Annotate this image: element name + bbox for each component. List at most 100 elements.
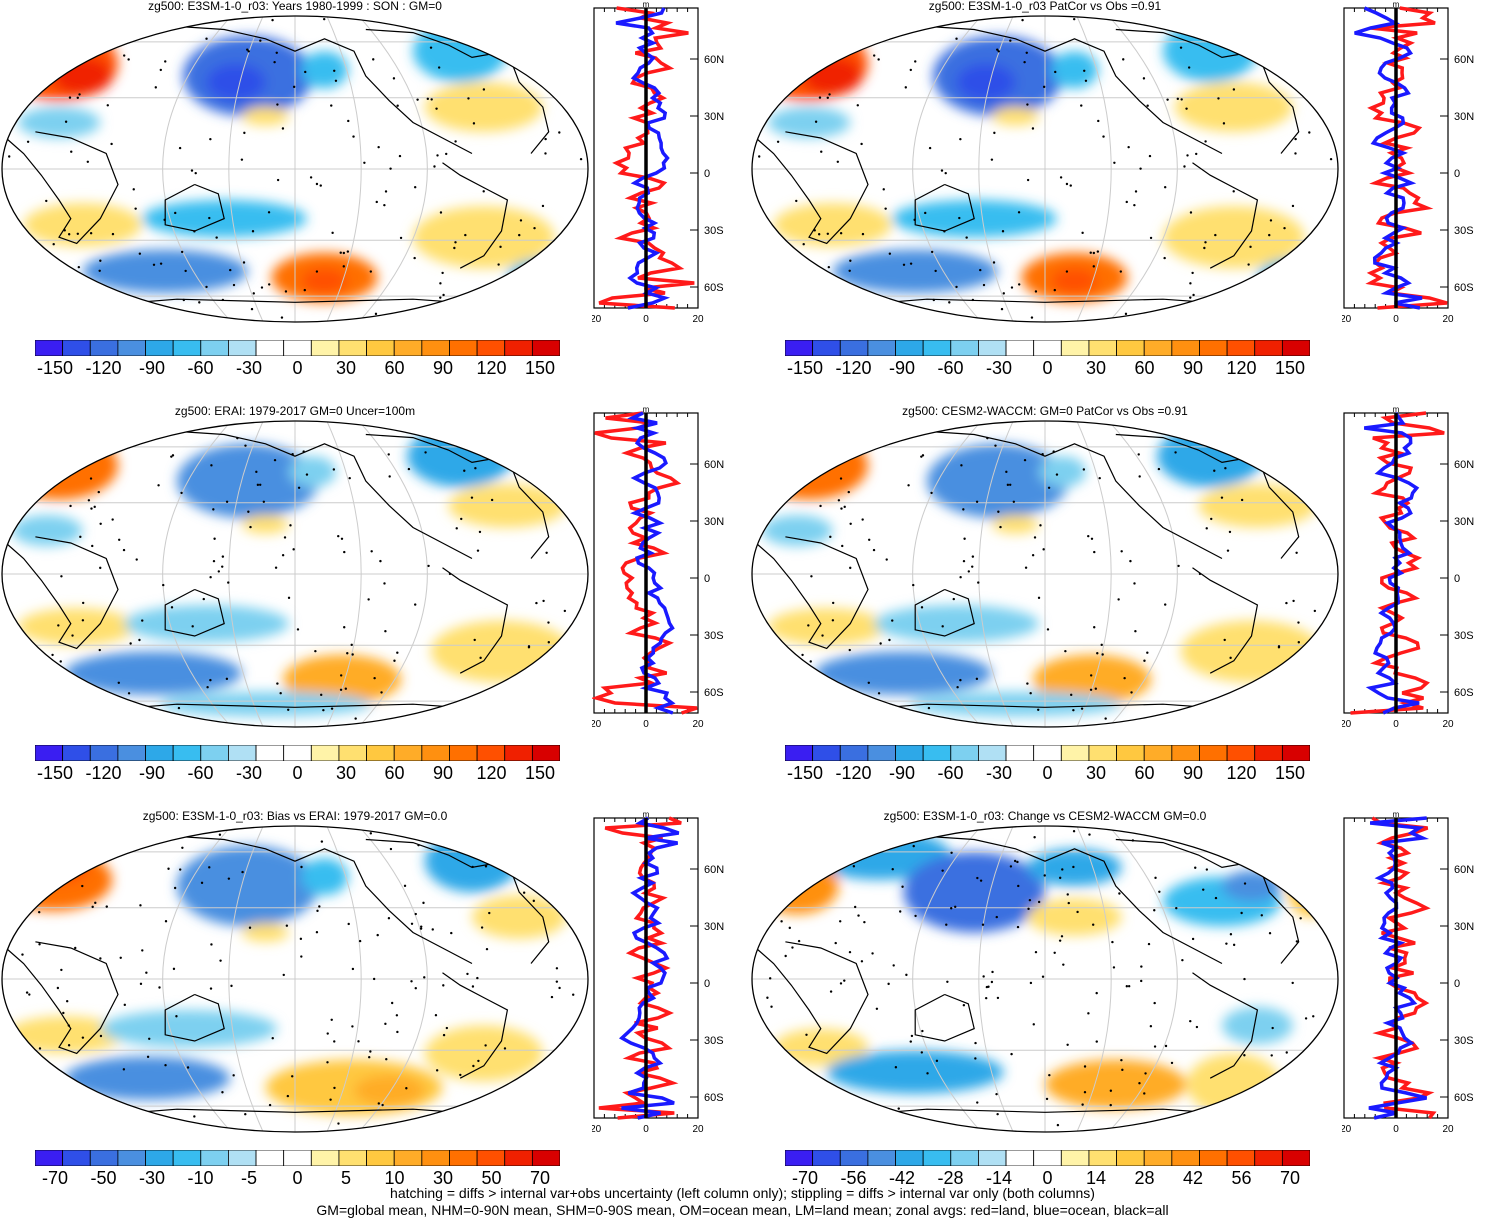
panel-title: zg500: E3SM-1-0_r03: Bias vs ERAI: 1979-… (142, 809, 448, 823)
anomaly-region (752, 431, 868, 500)
anomaly-region (5, 1016, 124, 1054)
colorbar (785, 340, 1310, 356)
panel-title: zg500: E3SM-1-0_r03 PatCor vs Obs =0.91 (928, 0, 1162, 13)
colorbar-swatch (1116, 340, 1145, 356)
colorbar-swatch (89, 1150, 119, 1166)
colorbar-swatch (62, 1150, 91, 1166)
colorbar-tick-label: -50 (90, 1168, 117, 1188)
colorbar-swatch (504, 745, 533, 761)
colorbar-swatch (1143, 1150, 1173, 1166)
colorbar-tick-label: -120 (85, 358, 122, 378)
zonal-lat-tick: 60N (704, 54, 724, 66)
anomaly-region (413, 206, 555, 269)
zonal-lat-tick: 30N (1454, 921, 1474, 933)
colorbar-labels: -150 -120 -90 -60 -30 0 30 60 90 120 150 (35, 358, 560, 380)
anomaly-region (991, 107, 1040, 126)
colorbar-swatch (839, 340, 869, 356)
anomaly-region (1050, 268, 1099, 293)
anomaly-region (177, 845, 319, 927)
colorbar-tick-label: 120 (476, 358, 507, 378)
colorbar-tick-label: -10 (187, 1168, 214, 1188)
colorbar-swatch (1226, 1150, 1256, 1166)
colorbar-swatch (978, 1150, 1007, 1166)
colorbar-tick-label: -150 (786, 763, 824, 783)
anomaly-region (814, 651, 992, 695)
colorbar-swatch (867, 1150, 896, 1166)
zonal-lat-tick: 30S (1454, 225, 1474, 237)
robinson-map (1, 15, 589, 323)
land-zonal-curve (598, 816, 682, 1120)
colorbar-swatch (531, 1150, 560, 1166)
anomaly-region (17, 608, 136, 646)
robinson-map (751, 15, 1339, 323)
colorbar-swatch (922, 340, 952, 356)
anomaly-region (206, 63, 266, 101)
colorbar-swatch (62, 745, 91, 761)
colorbar-tick-label: -30 (235, 763, 263, 783)
colorbar-tick-label: -5 (240, 1168, 258, 1188)
colorbar-tick-label: 30 (432, 1168, 454, 1188)
anomaly-region (2, 431, 118, 500)
anomaly-region (826, 1050, 1004, 1094)
colorbar-tick-label: -30 (138, 1168, 166, 1188)
colorbar-tick-label: -30 (235, 358, 263, 378)
zonal-x-tick: 0 (1393, 314, 1399, 325)
colorbar-swatch (421, 1150, 450, 1166)
colorbar-tick-label: 90 (1182, 358, 1204, 378)
ocean-zonal-curve (1364, 411, 1420, 715)
colorbar-swatch (228, 745, 257, 761)
zonal-lat-tick: 60S (704, 282, 724, 294)
colorbar-tick-label: -60 (187, 358, 214, 378)
colorbar-swatch (35, 745, 64, 761)
anomaly-region (956, 63, 1016, 101)
colorbar-swatch (812, 340, 841, 356)
zonal-unit-label: m (643, 407, 650, 414)
colorbar-tick-label: 60 (384, 763, 405, 783)
colorbar-swatch (366, 340, 395, 356)
colorbar-tick-label: 42 (1182, 1168, 1204, 1188)
colorbar (35, 1150, 560, 1166)
zonal-x-tick: -20 (1342, 1124, 1352, 1135)
colorbar-swatch (145, 745, 174, 761)
land-zonal-curve (1371, 816, 1437, 1120)
anomaly-region (909, 691, 1122, 717)
colorbar-swatch (476, 340, 506, 356)
anomaly-region (241, 923, 290, 942)
colorbar-tick-label: 60 (1134, 358, 1155, 378)
colorbar-tick-label: -90 (888, 358, 916, 378)
colorbar-swatch (950, 1150, 979, 1166)
colorbar-swatch (338, 340, 367, 356)
colorbar-tick-label: -90 (138, 358, 166, 378)
colorbar-tick-label: 30 (335, 763, 357, 783)
zonal-lat-tick: 30S (1454, 1035, 1474, 1047)
footer-note-line2: GM=global mean, NHM=0-90N mean, SHM=0-90… (316, 1202, 1169, 1218)
anomaly-region (755, 858, 839, 914)
colorbar-tick-label: 0 (1042, 1168, 1053, 1188)
zonal-x-tick: -20 (1342, 719, 1352, 730)
colorbar-labels: -150 -120 -90 -60 -30 0 30 60 90 120 150 (785, 763, 1310, 785)
colorbar-swatch (1005, 340, 1035, 356)
colorbar-swatch (922, 745, 952, 761)
colorbar-tick-label: -30 (985, 358, 1013, 378)
zonal-unit-label: m (1393, 2, 1400, 9)
colorbar-swatch (255, 745, 285, 761)
anomaly-region (17, 107, 101, 138)
zonal-lat-tick: 60N (704, 459, 724, 471)
colorbar-swatch (1033, 1150, 1062, 1166)
anomaly-region (430, 620, 573, 683)
colorbar-tick-label: 150 (1274, 358, 1306, 378)
colorbar-tick-label: 28 (1134, 1168, 1155, 1188)
colorbar-tick-label: 70 (1279, 1168, 1301, 1188)
colorbar-swatch (476, 1150, 506, 1166)
colorbar-tick-label: 90 (1182, 763, 1204, 783)
zonal-average-plot: m -20 0 20 60N 30N 0 30S 60S (592, 407, 724, 730)
anomaly-region (1174, 82, 1293, 132)
anomaly-region (472, 895, 567, 939)
colorbar (785, 745, 1310, 761)
anomaly-region (64, 1056, 231, 1100)
zonal-lat-tick: 60N (1454, 864, 1474, 876)
colorbar-tick-label: -70 (791, 1168, 819, 1188)
zonal-lat-tick: 0 (704, 168, 710, 180)
colorbar-swatch (895, 745, 924, 761)
zonal-unit-label: m (1393, 407, 1400, 414)
